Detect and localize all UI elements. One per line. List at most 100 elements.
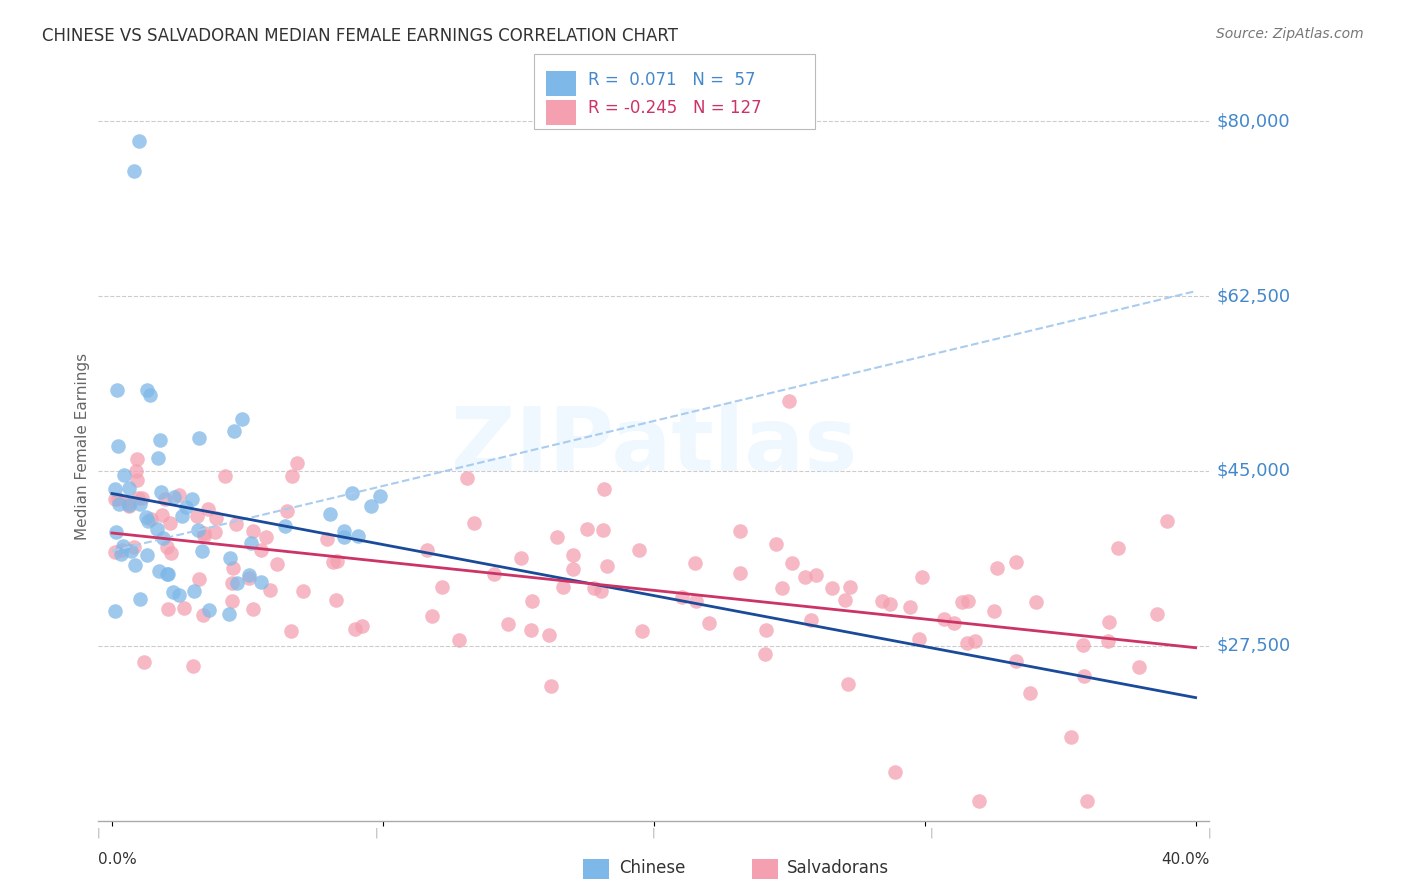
Point — [908, 632, 931, 647]
Point — [222, 561, 245, 575]
Point — [173, 601, 195, 615]
Point — [104, 482, 127, 496]
Point — [800, 613, 823, 627]
Point — [112, 468, 135, 483]
Point — [118, 481, 141, 495]
Point — [1097, 633, 1119, 648]
Point — [148, 564, 170, 578]
Point — [456, 471, 478, 485]
Point — [804, 567, 827, 582]
Point — [350, 618, 373, 632]
Point — [1005, 555, 1028, 569]
Point — [765, 537, 787, 551]
Point — [520, 593, 543, 607]
Point — [1156, 515, 1178, 529]
Point — [250, 575, 273, 590]
Point — [193, 529, 215, 543]
Text: $80,000: $80,000 — [1216, 112, 1289, 130]
Point — [628, 542, 651, 557]
Point — [204, 525, 226, 540]
Point — [197, 502, 219, 516]
Point — [198, 602, 221, 616]
Point — [447, 632, 470, 647]
Point — [1073, 669, 1095, 683]
Point — [148, 451, 170, 466]
Point — [187, 524, 209, 538]
Point — [879, 597, 901, 611]
Text: CHINESE VS SALVADORAN MEDIAN FEMALE EARNINGS CORRELATION CHART: CHINESE VS SALVADORAN MEDIAN FEMALE EARN… — [42, 27, 678, 45]
Point — [332, 530, 354, 544]
Point — [214, 468, 236, 483]
Point — [191, 543, 214, 558]
Point — [463, 516, 485, 530]
Point — [340, 486, 363, 500]
Point — [259, 583, 281, 598]
Point — [117, 496, 139, 510]
Point — [191, 607, 214, 622]
Text: R = -0.245   N = 127: R = -0.245 N = 127 — [588, 99, 761, 117]
Text: |: | — [929, 828, 934, 838]
Point — [183, 584, 205, 599]
Point — [108, 497, 131, 511]
Point — [728, 566, 751, 581]
Point — [630, 624, 652, 638]
Point — [325, 553, 347, 567]
Point — [671, 590, 693, 604]
Point — [280, 624, 302, 638]
Point — [204, 510, 226, 524]
Point — [728, 524, 751, 538]
Point — [181, 658, 204, 673]
Point — [1107, 541, 1129, 555]
Point — [167, 488, 190, 502]
Point — [561, 548, 583, 562]
Point — [1128, 660, 1150, 674]
Point — [162, 584, 184, 599]
Text: Chinese: Chinese — [619, 859, 685, 877]
Point — [122, 540, 145, 554]
Point — [242, 602, 264, 616]
Point — [780, 556, 803, 570]
Point — [242, 524, 264, 539]
Y-axis label: Median Female Earnings: Median Female Earnings — [75, 352, 90, 540]
Point — [180, 492, 202, 507]
Point — [193, 526, 215, 541]
Point — [697, 615, 720, 630]
Point — [238, 571, 260, 585]
Point — [225, 575, 247, 590]
Point — [325, 592, 347, 607]
Point — [546, 530, 568, 544]
Text: 0.0%: 0.0% — [98, 852, 138, 867]
Point — [155, 492, 177, 507]
Point — [124, 558, 146, 573]
Point — [884, 764, 907, 779]
Text: R =  0.071   N =  57: R = 0.071 N = 57 — [588, 71, 755, 89]
Point — [159, 516, 181, 530]
Point — [157, 567, 180, 582]
Point — [575, 522, 598, 536]
Point — [316, 533, 339, 547]
Point — [537, 628, 560, 642]
Text: $27,500: $27,500 — [1216, 637, 1291, 655]
Point — [221, 594, 243, 608]
Point — [187, 431, 209, 445]
Point — [821, 581, 844, 595]
Point — [322, 555, 344, 569]
Point — [218, 607, 240, 621]
Point — [793, 569, 815, 583]
Point — [135, 510, 157, 524]
Point — [551, 580, 574, 594]
Point — [249, 542, 271, 557]
Point — [778, 394, 800, 409]
Point — [118, 500, 141, 514]
Point — [266, 557, 288, 571]
Point — [1073, 638, 1095, 652]
Point — [221, 576, 243, 591]
Point — [176, 500, 198, 514]
Point — [986, 561, 1008, 575]
Text: Source: ZipAtlas.com: Source: ZipAtlas.com — [1216, 27, 1364, 41]
Point — [416, 542, 439, 557]
Point — [136, 383, 159, 397]
Point — [942, 616, 965, 631]
Point — [118, 498, 141, 512]
Point — [276, 504, 298, 518]
